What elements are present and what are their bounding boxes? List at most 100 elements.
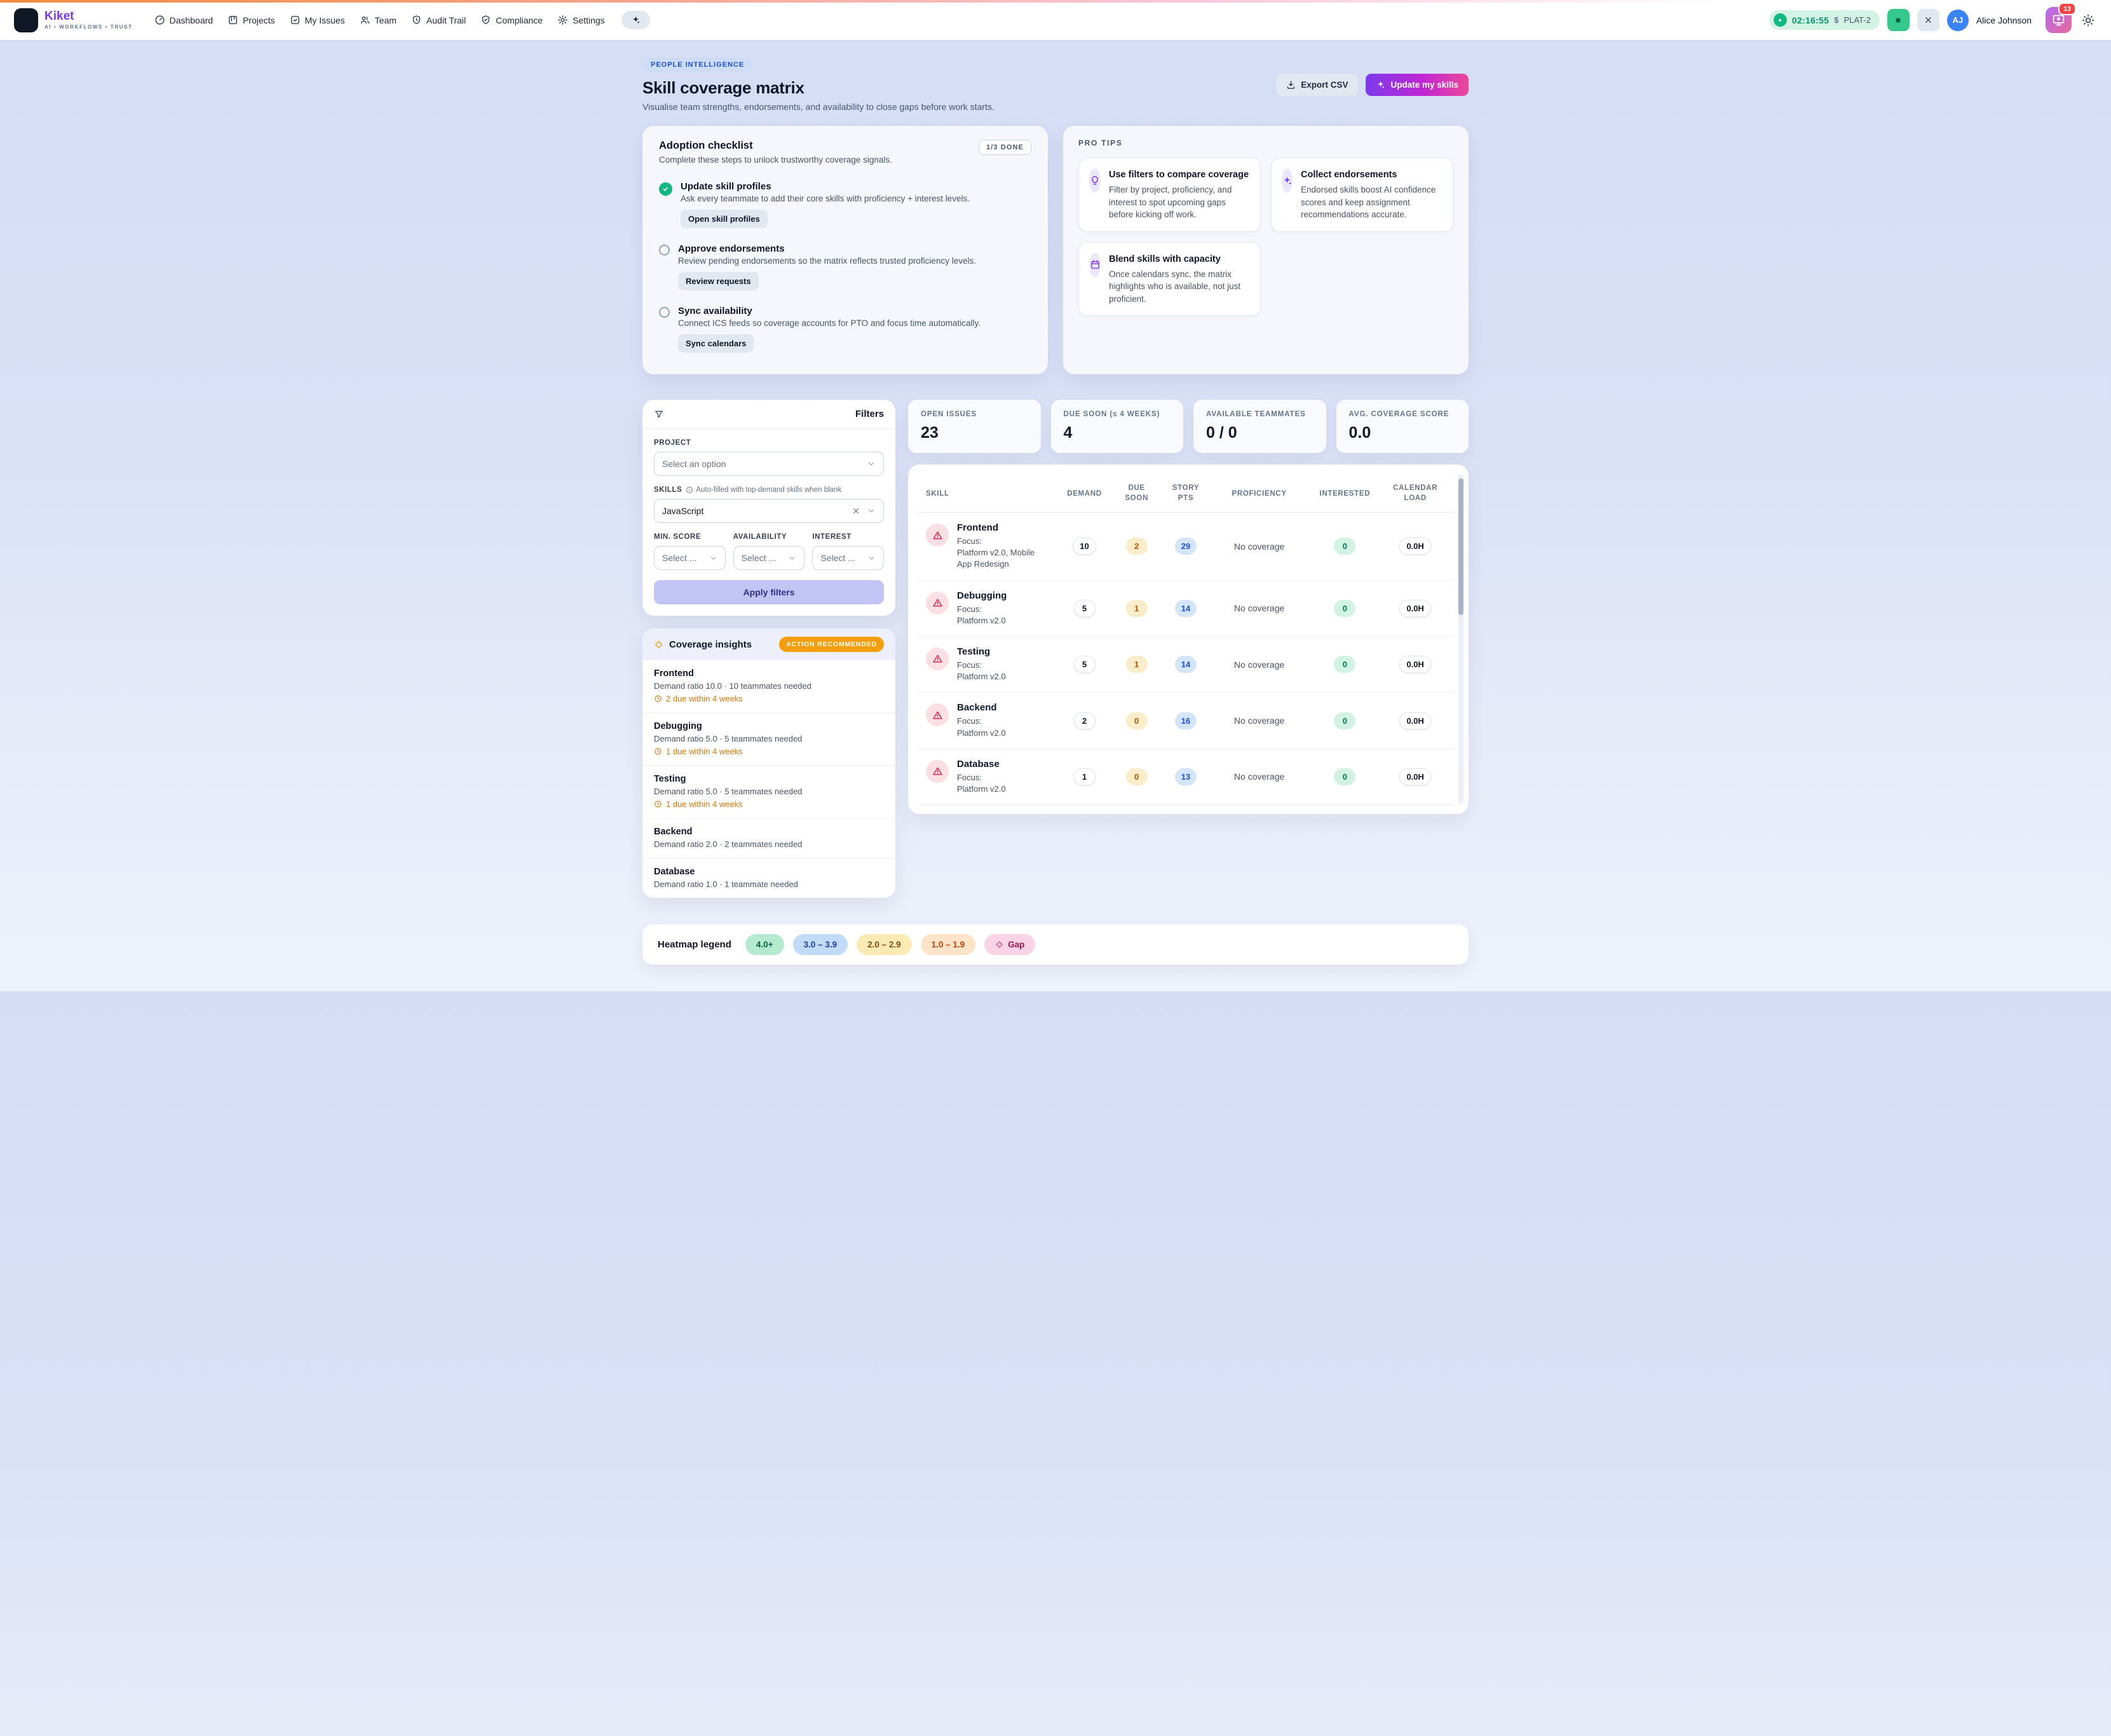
active-timer[interactable]: 02:16:55 $ PLAT-2	[1768, 10, 1880, 30]
brand-tagline: AI • WORKFLOWS • TRUST	[44, 24, 133, 30]
calendar-load-pill: 0.0H	[1399, 656, 1431, 674]
demand-pill: 2	[1073, 712, 1096, 729]
nav-item-team[interactable]: Team	[360, 15, 397, 25]
calendar-load-pill: 0.0H	[1399, 538, 1431, 555]
checklist-item-desc: Review pending endorsements so the matri…	[678, 256, 976, 266]
checklist-item-update-profiles: Update skill profiles Ask every teammate…	[659, 173, 1031, 236]
update-skills-label: Update my skills	[1390, 80, 1458, 90]
insight-due-text: 1 due within 4 weeks	[666, 747, 743, 756]
pro-tips-title: PRO TIPS	[1078, 139, 1123, 147]
gear-icon	[557, 15, 568, 25]
check-circle-icon	[659, 182, 672, 196]
export-csv-button[interactable]: Export CSV	[1276, 74, 1359, 96]
skill-name: Database	[957, 758, 1000, 770]
due-soon-pill: 0	[1125, 712, 1148, 729]
nav-item-audit-trail[interactable]: Audit Trail	[411, 15, 466, 25]
matrix-row-debugging[interactable]: Debugging Focus: Platform v2.0 5 1 14 No …	[917, 581, 1455, 637]
chevron-down-icon	[709, 554, 717, 562]
stat-value: 0 / 0	[1206, 424, 1237, 442]
stat-avg-coverage: AVG. COVERAGE SCORE 0.0	[1336, 400, 1469, 453]
nav-item-projects[interactable]: Projects	[227, 15, 275, 25]
col-story-pts: STORY PTS	[1172, 484, 1200, 502]
insight-due-text: 2 due within 4 weeks	[666, 694, 743, 703]
ai-assistant-button[interactable]	[621, 11, 650, 29]
tip-desc: Filter by project, proficiency, and inte…	[1109, 185, 1232, 220]
empty-circle-icon	[659, 245, 670, 255]
insights-title: Coverage insights	[669, 639, 752, 650]
stat-label: OPEN ISSUES	[921, 410, 977, 418]
stat-due-soon: DUE SOON (≤ 4 WEEKS) 4	[1050, 400, 1183, 453]
skills-multiselect[interactable]: JavaScript	[654, 499, 884, 523]
col-calendar-load: CALENDAR LOAD	[1393, 484, 1438, 502]
update-skills-button[interactable]: Update my skills	[1366, 74, 1469, 96]
insight-name: Database	[654, 867, 695, 877]
nav-item-compliance[interactable]: Compliance	[480, 15, 543, 25]
legend-pill-yellow: 2.0 – 2.9	[857, 934, 912, 955]
review-requests-button[interactable]: Review requests	[678, 272, 759, 290]
avatar[interactable]: AJ	[1946, 9, 1969, 31]
insight-due-text: 1 due within 4 weeks	[666, 799, 743, 809]
apply-filters-button[interactable]: Apply filters	[654, 580, 884, 604]
proficiency-value: No coverage	[1233, 659, 1285, 670]
tip-desc: Endorsed skills boost AI confidence scor…	[1301, 185, 1436, 220]
legend-pill-blue: 3.0 – 3.9	[792, 934, 848, 955]
stop-timer-button[interactable]	[1887, 9, 1910, 31]
screen-share-button[interactable]: 13	[2046, 3, 2076, 33]
insight-detail: Demand ratio 1.0 · 1 teammate needed	[654, 879, 798, 889]
play-icon	[1773, 13, 1787, 27]
check-square-icon	[290, 15, 301, 25]
proficiency-value: No coverage	[1233, 771, 1285, 782]
checklist-item-desc: Connect ICS feeds so coverage accounts f…	[678, 318, 981, 328]
sparkle-icon	[631, 15, 641, 25]
checklist-item-title: Sync availability	[678, 306, 752, 316]
availability-select[interactable]: Select ...	[733, 546, 805, 570]
insight-database: Database Demand ratio 1.0 · 1 teammate n…	[642, 858, 895, 898]
timer-ticket: PLAT-2	[1843, 15, 1871, 25]
matrix-header-row: SKILL DEMAND DUE SOON STORY PTS PROFICIE…	[917, 473, 1455, 513]
page-subtitle: Visualise team strengths, endorsements, …	[642, 102, 994, 112]
nav-item-dashboard[interactable]: Dashboard	[154, 15, 214, 25]
checklist-item-title: Update skill profiles	[681, 181, 771, 192]
empty-circle-icon	[659, 307, 670, 318]
filters-title: Filters	[855, 409, 884, 419]
stat-value: 4	[1063, 424, 1073, 442]
interest-select[interactable]: Select ...	[812, 546, 884, 570]
insight-backend: Backend Demand ratio 2.0 · 2 teammates n…	[642, 818, 895, 858]
legend-pill-orange: 1.0 – 1.9	[920, 934, 976, 955]
sync-calendars-button[interactable]: Sync calendars	[678, 334, 754, 353]
top-navbar: Kiket AI • WORKFLOWS • TRUST Dashboard P…	[0, 0, 2111, 40]
matrix-row-testing[interactable]: Testing Focus: Platform v2.0 5 1 14 No co…	[917, 637, 1455, 693]
proficiency-value: No coverage	[1233, 541, 1285, 552]
matrix-row-frontend[interactable]: Frontend Focus: Platform v2.0, Mobile App…	[917, 513, 1455, 581]
skill-matrix-card: SKILL DEMAND DUE SOON STORY PTS PROFICIE…	[908, 465, 1469, 815]
brand[interactable]: Kiket AI • WORKFLOWS • TRUST	[14, 8, 133, 32]
proficiency-value: No coverage	[1233, 603, 1285, 614]
matrix-row-database[interactable]: Database Focus: Platform v2.0 1 0 13 No c…	[917, 749, 1455, 806]
min-score-select[interactable]: Select ...	[654, 546, 726, 570]
project-select[interactable]: Select an option	[654, 452, 884, 476]
theme-toggle-button[interactable]	[2079, 11, 2097, 29]
story-pts-pill: 14	[1174, 599, 1197, 617]
nav-item-settings[interactable]: Settings	[557, 15, 605, 25]
interested-pill: 0	[1334, 538, 1356, 555]
clear-skill-icon[interactable]	[852, 506, 860, 515]
story-pts-pill: 29	[1174, 538, 1197, 555]
discard-timer-button[interactable]	[1917, 9, 1939, 31]
nav-label: Dashboard	[169, 15, 214, 25]
interested-pill: 0	[1334, 768, 1356, 785]
nav-item-my-issues[interactable]: My Issues	[290, 15, 345, 25]
table-scrollbar-thumb[interactable]	[1458, 478, 1463, 615]
col-demand: DEMAND	[1067, 489, 1102, 498]
col-skill: SKILL	[926, 489, 949, 498]
open-skill-profiles-button[interactable]: Open skill profiles	[681, 210, 768, 228]
info-icon	[686, 486, 693, 494]
calendar-load-pill: 0.0H	[1399, 712, 1431, 729]
brand-name: Kiket	[44, 10, 74, 23]
checklist-progress-badge: 1/3 DONE	[979, 140, 1031, 155]
insight-name: Frontend	[654, 668, 694, 679]
screen-share-icon	[2052, 13, 2065, 27]
focus-label: Focus:	[957, 660, 982, 670]
project-label: PROJECT	[654, 439, 691, 447]
focus-value: Platform v2.0	[957, 672, 1006, 682]
matrix-row-backend[interactable]: Backend Focus: Platform v2.0 2 0 16 No co…	[917, 693, 1455, 749]
